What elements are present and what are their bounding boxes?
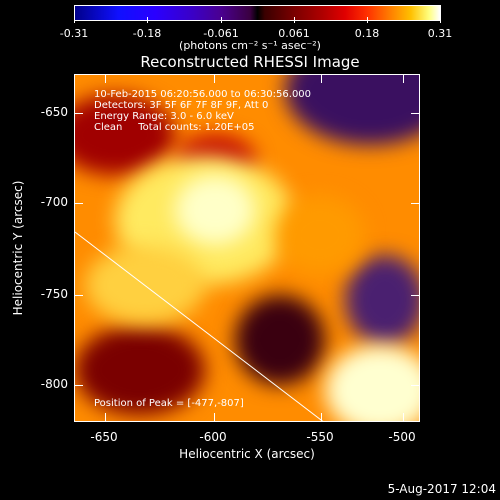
- x-tick: [321, 75, 322, 83]
- x-tick: [321, 413, 322, 421]
- detectors-text: Detectors: 3F 5F 6F 7F 8F 9F, Att 0: [94, 100, 269, 111]
- bright-region: [275, 195, 365, 275]
- x-tick: [214, 75, 215, 83]
- y-tick: [411, 203, 419, 204]
- y-tick: [411, 113, 419, 114]
- y-tick: [75, 203, 83, 204]
- rhessi-image: 10-Feb-2015 06:20:56.000 to 06:30:56.000…: [74, 74, 420, 422]
- y-tick-label: -700: [40, 195, 68, 209]
- x-tick-label: -550: [306, 430, 334, 444]
- y-tick: [75, 113, 83, 114]
- x-tick: [214, 413, 215, 421]
- y-tick: [411, 385, 419, 386]
- image-title: Reconstructed RHESSI Image: [140, 53, 360, 71]
- dark-red-region: [75, 95, 175, 175]
- x-tick-label: -650: [90, 430, 118, 444]
- colorbar-label: -0.061: [203, 27, 239, 40]
- colorbar: [74, 5, 441, 21]
- colorbar-label: 0.31: [427, 27, 453, 40]
- bright-region: [175, 175, 255, 245]
- colorbar-label: 0.061: [278, 27, 310, 40]
- colorbar-tick: [74, 17, 75, 23]
- colorbar-label: -0.18: [132, 27, 162, 40]
- y-tick: [411, 295, 419, 296]
- solar-limb-line: [75, 231, 324, 421]
- dark-region: [345, 255, 419, 345]
- energy-range-text: Energy Range: 3.0 - 6.0 keV: [94, 111, 234, 122]
- y-tick: [75, 295, 83, 296]
- date-stamp: 5-Aug-2017 12:04: [387, 482, 496, 496]
- x-tick: [403, 413, 404, 421]
- clean-counts-text: Clean Total counts: 1.20E+05: [94, 122, 255, 133]
- time-range-text: 10-Feb-2015 06:20:56.000 to 06:30:56.000: [94, 89, 312, 100]
- colorbar-tick: [147, 17, 148, 23]
- colorbar-tick: [221, 17, 222, 23]
- y-tick-label: -750: [40, 287, 68, 301]
- dark-red-region: [235, 295, 325, 385]
- colorbar-tick: [294, 17, 295, 23]
- dark-red-region: [75, 325, 205, 415]
- y-tick-label: -650: [40, 105, 68, 119]
- x-tick: [105, 413, 106, 421]
- peak-position-text: Position of Peak = [-477,-807]: [94, 398, 244, 409]
- x-tick: [105, 75, 106, 83]
- x-tick-label: -600: [199, 430, 227, 444]
- y-axis-title: Heliocentric Y (arcsec): [11, 180, 25, 316]
- y-tick: [75, 385, 83, 386]
- colorbar-label: -0.31: [59, 27, 89, 40]
- colorbar-tick: [367, 17, 368, 23]
- x-tick: [403, 75, 404, 83]
- colorbar-tick: [440, 17, 441, 23]
- peak-region: [325, 345, 419, 421]
- y-tick-label: -800: [40, 377, 68, 391]
- x-axis-title: Heliocentric X (arcsec): [179, 447, 315, 461]
- colorbar-units: (photons cm⁻² s⁻¹ asec⁻²): [179, 39, 321, 52]
- colorbar-label: 0.18: [354, 27, 380, 40]
- x-tick-label: -500: [388, 430, 416, 444]
